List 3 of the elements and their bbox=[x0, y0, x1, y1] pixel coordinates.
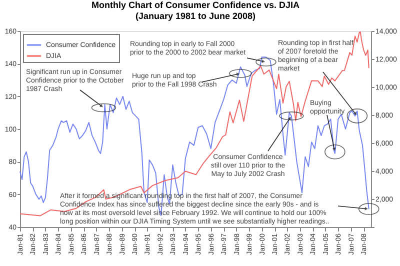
line-series bbox=[20, 31, 370, 216]
chart-title: Monthly Chart of Consumer Confidence vs. DJIA bbox=[91, 0, 300, 10]
chart-subtitle: (January 1981 to June 2008) bbox=[135, 11, 256, 21]
